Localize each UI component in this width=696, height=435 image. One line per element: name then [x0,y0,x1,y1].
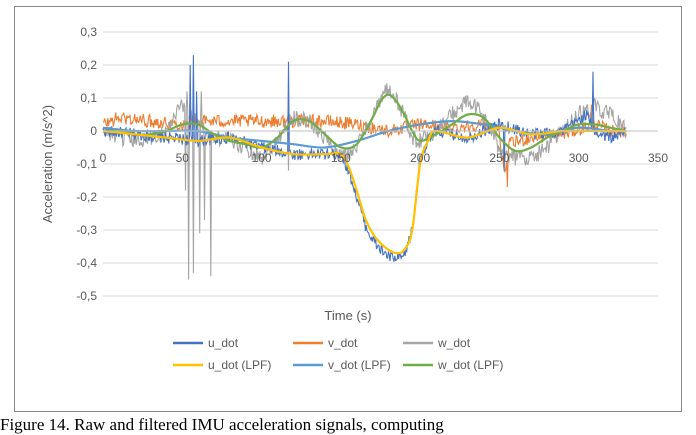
y-tick-label: 0,1 [80,91,97,105]
chart-frame: 0,3 0,2 0,1 0 -0,1 -0,2 -0,3 -0,4 -0,5 0 50 100 150 2… [14,6,682,412]
y-tick-label: 0,2 [80,58,97,72]
y-tick-label: 0 [90,124,97,138]
series-layer [102,55,627,280]
series-line [102,93,627,153]
legend: u_dot v_dot w_dot u_dot (LPF) v_dot (LPF) w_d… [173,336,503,372]
axes: 0,30,20,10-0,1-0,2-0,3-0,4-0,50 50 100 150 2… [76,25,668,303]
x-tick-label: 300 [569,151,589,165]
y-tick-label: -0,2 [76,190,97,204]
legend-label: u_dot (LPF) [208,358,271,372]
series-u-dot-lpf- [102,126,627,255]
y-axis-label: Acceleration (m/s^2) [40,105,55,223]
y-tick-label: 0,3 [80,25,97,39]
chart: 0,30,20,10-0,1-0,2-0,3-0,4-0,50 50 100 150 2… [40,25,668,372]
legend-label: v_dot [328,336,358,350]
y-tick-label: -0,1 [76,157,97,171]
legend-label: w_dot [437,336,471,350]
legend-label: u_dot [208,336,239,350]
x-tick-label: 0 [100,151,107,165]
x-tick-label: 150 [331,151,351,165]
x-tick-label: 250 [489,151,509,165]
legend-label: v_dot (LPF) [328,358,391,372]
y-tick-label: -0,4 [76,256,97,270]
y-tick-label: -0,5 [76,289,97,303]
figure-caption: Figure 14. Raw and filtered IMU accelera… [0,415,444,434]
legend-label: w_dot (LPF) [437,358,503,372]
legend-item: u_dot [173,336,239,350]
legend-item: w_dot [403,336,471,350]
series-line [102,83,627,280]
x-tick-label: 200 [410,151,430,165]
legend-item: w_dot (LPF) [403,358,503,372]
x-tick-label: 100 [252,151,272,165]
series-w-dot-lpf- [102,93,627,153]
x-axis-label: Time (s) [324,308,371,323]
series-w-dot [102,83,627,280]
legend-item: v_dot (LPF) [293,358,391,372]
x-tick-label: 50 [176,151,190,165]
y-tick-label: -0,3 [76,223,97,237]
legend-item: u_dot (LPF) [173,358,271,372]
series-line [102,126,627,255]
legend-item: v_dot [293,336,358,350]
x-tick-label: 350 [648,151,668,165]
